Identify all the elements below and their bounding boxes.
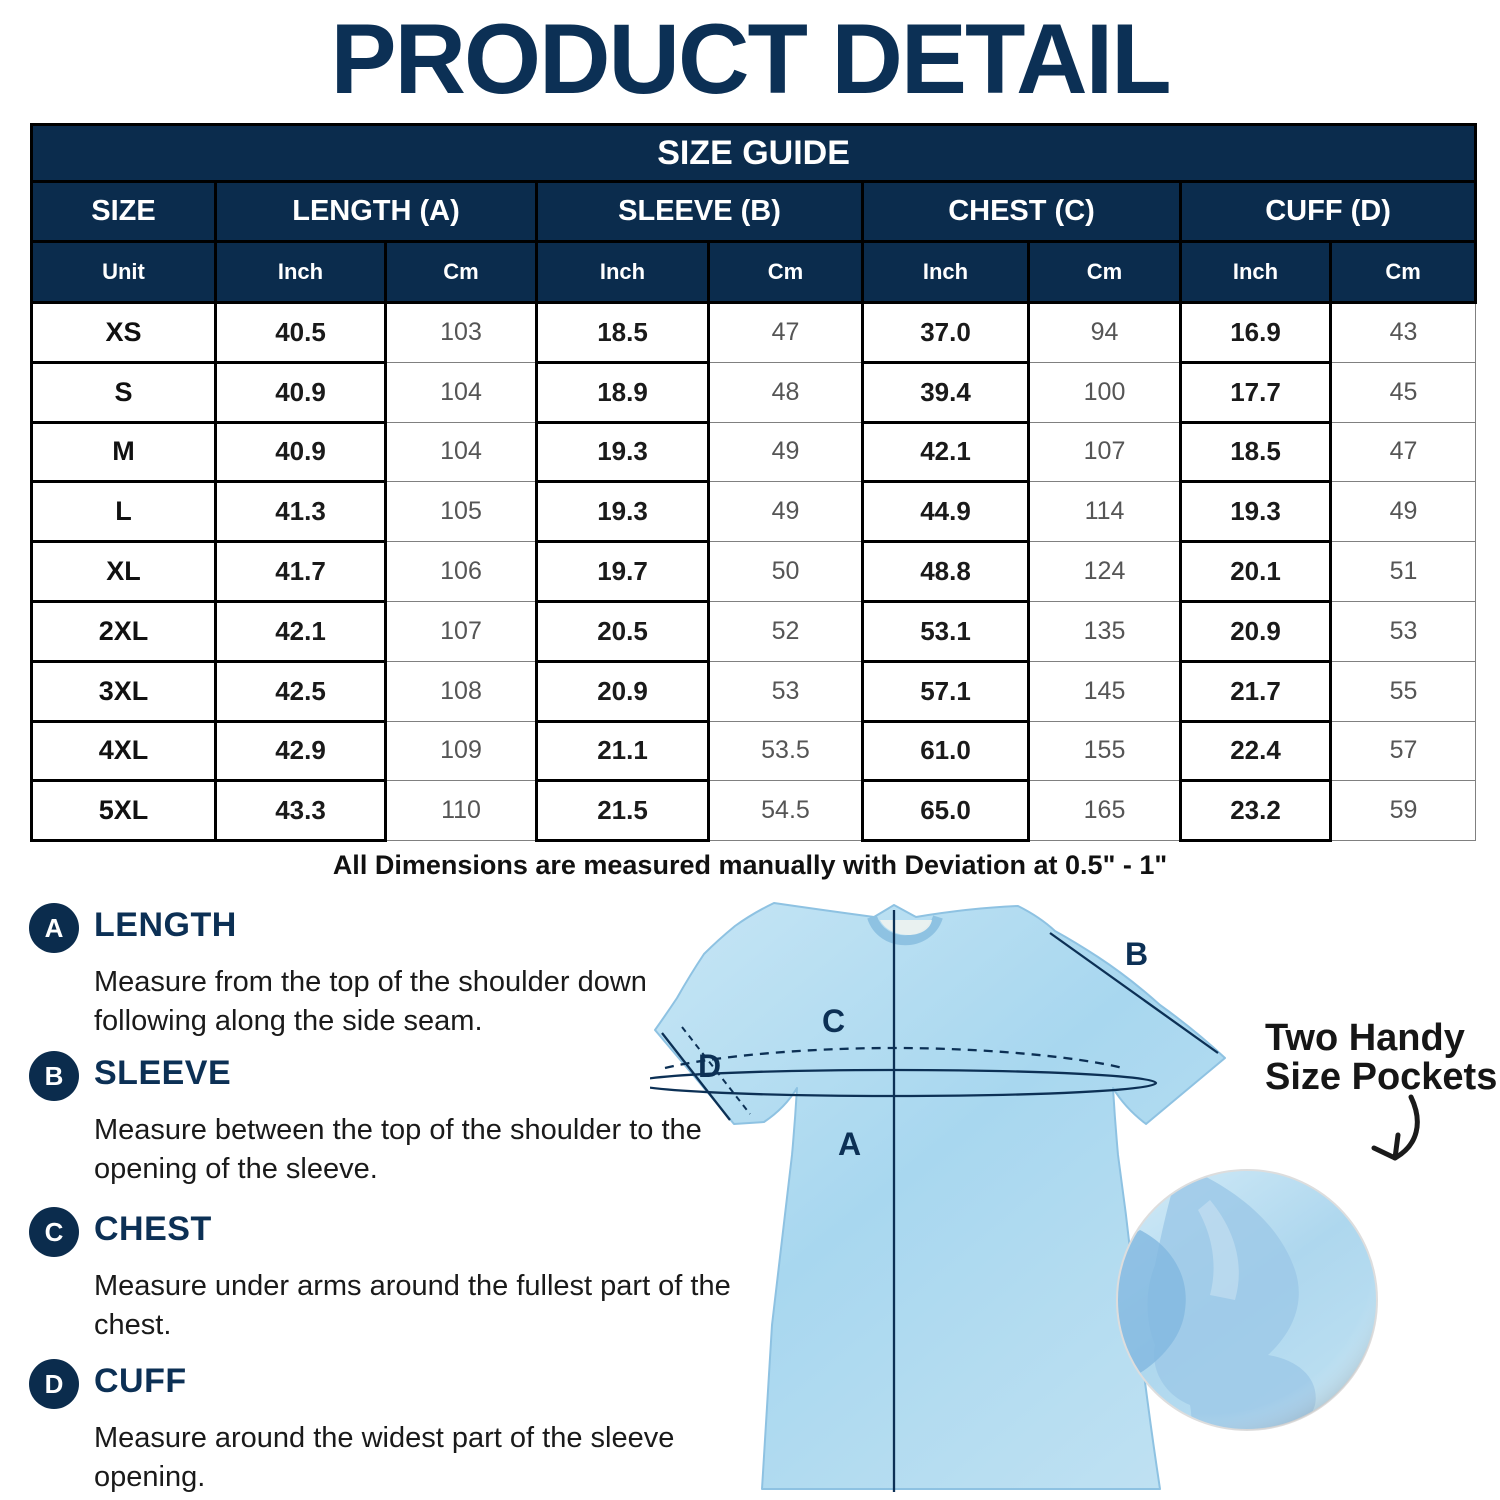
svg-text:Size Pockets: Size Pockets [1265, 1056, 1497, 1098]
svg-text:B: B [1125, 936, 1148, 972]
svg-text:C: C [822, 1003, 845, 1039]
svg-text:A: A [838, 1126, 861, 1162]
svg-text:Two Handy: Two Handy [1265, 1017, 1465, 1059]
svg-text:D: D [698, 1048, 721, 1084]
